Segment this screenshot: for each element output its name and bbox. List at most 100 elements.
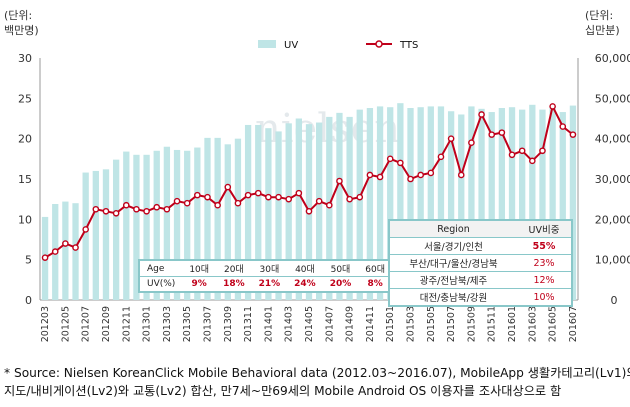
tts-point (62, 240, 69, 247)
x-tick-label: 201311 (243, 306, 254, 342)
legend-uv-label: UV (284, 40, 298, 51)
uv-share-header: UV비중 (517, 220, 572, 238)
uv-bar (184, 150, 191, 300)
age-header-cell: 10대 (182, 260, 217, 277)
uv-bar (214, 137, 221, 300)
right-tick-label: 30,000 (595, 173, 630, 186)
uv-bar (498, 108, 506, 300)
tts-point (163, 205, 171, 213)
uv-bar (366, 108, 374, 300)
tts-point (468, 139, 475, 146)
tts-point (143, 207, 150, 215)
age-row-label: UV(%) (147, 279, 176, 289)
age-header-cell: 20대 (216, 260, 252, 277)
x-tick-label: 201601 (507, 306, 518, 342)
tts-point (447, 135, 455, 142)
uv-bar (427, 106, 434, 301)
uv-bar (376, 106, 384, 301)
tts-point (366, 171, 374, 179)
uv-bar (559, 112, 566, 301)
region-pct: 55% (517, 237, 572, 255)
x-tick-label: 201505 (426, 306, 437, 342)
uv-bar (133, 154, 140, 300)
uv-bar (123, 151, 130, 300)
age-value-cell: 8% (367, 279, 383, 289)
tts-point (265, 193, 272, 201)
uv-bar (549, 106, 556, 301)
age-header-cell: 50대 (322, 260, 359, 277)
region-row: 광주/전남북/제주 12% (389, 271, 572, 289)
uv-bar (173, 149, 181, 300)
tts-point (326, 201, 333, 209)
tts-point (508, 151, 516, 159)
x-tick-label: 201207 (81, 306, 92, 342)
region-name: 부산/대구/울산/경남북 (389, 254, 517, 272)
uv-bar (244, 124, 252, 300)
legend-uv-swatch (258, 40, 276, 48)
uv-bar (458, 114, 465, 300)
region-name: 광주/전남북/제주 (389, 271, 517, 289)
uv-bar (285, 123, 292, 300)
region-row: 서울/경기/인천 55% (389, 237, 572, 255)
right-axis-unit: 십만분) (585, 24, 620, 37)
age-value-cell: 18% (223, 279, 245, 289)
tts-point (518, 147, 526, 155)
uv-bar (295, 118, 302, 300)
tts-point (112, 209, 120, 217)
legend-tts-marker (375, 40, 383, 48)
uv-bar (478, 108, 485, 300)
tts-point (194, 191, 201, 199)
region-pct: 23% (517, 254, 572, 272)
uv-bar (265, 128, 272, 300)
x-tick-label: 201403 (284, 306, 295, 342)
left-tick-label: 30 (18, 52, 32, 65)
right-tick-label: 50,000 (595, 92, 630, 105)
x-tick-label: 201301 (142, 306, 153, 342)
right-axis-unit: (단위: (585, 9, 613, 22)
right-tick-label: 20,000 (595, 213, 630, 226)
uv-bar (153, 150, 160, 300)
tts-point (173, 197, 181, 205)
uv-bar (417, 107, 424, 300)
uv-bar (102, 169, 110, 300)
tts-point (437, 153, 445, 161)
age-header-cell: 60대 (358, 260, 393, 277)
tts-point (122, 201, 130, 209)
tts-point (102, 207, 110, 215)
uv-bar (407, 108, 414, 300)
age-value-cell: 20% (329, 279, 352, 289)
tts-point (336, 177, 343, 185)
uv-bar (397, 103, 404, 300)
tts-point (82, 226, 89, 233)
right-tick-label: 0 (611, 294, 618, 307)
tts-point (559, 123, 567, 130)
tts-point (133, 205, 140, 213)
region-header: Region (389, 220, 517, 238)
region-table-header-row: Region UV비중 (389, 220, 572, 238)
tts-point (41, 254, 49, 261)
tts-point (72, 244, 79, 251)
x-tick-label: 201507 (446, 306, 457, 342)
tts-point (488, 131, 496, 138)
x-tick-label: 201209 (101, 306, 112, 342)
x-tick-label: 201401 (263, 306, 274, 342)
tts-point (214, 201, 221, 209)
x-tick-label: 201307 (202, 306, 213, 342)
x-tick-label: 201511 (487, 306, 498, 342)
x-tick-label: 201409 (345, 306, 356, 342)
tts-point (315, 197, 323, 205)
left-tick-label: 5 (25, 254, 32, 267)
x-tick-label: 201603 (527, 306, 538, 342)
tts-point (529, 157, 536, 165)
region-name: 서울/경기/인천 (389, 237, 517, 255)
tts-point (417, 171, 424, 179)
tts-point (51, 248, 59, 255)
tts-point (295, 189, 303, 197)
tts-point (386, 155, 394, 163)
footnote-line: 지도/내비게이션(Lv2)와 교통(Lv2) 합산, 만7세~만69세의 Mob… (4, 384, 562, 398)
x-tick-label: 201205 (60, 306, 71, 342)
x-tick-label: 201411 (365, 306, 376, 342)
x-tick-label: 201305 (182, 306, 193, 342)
left-tick-label: 20 (18, 133, 32, 146)
